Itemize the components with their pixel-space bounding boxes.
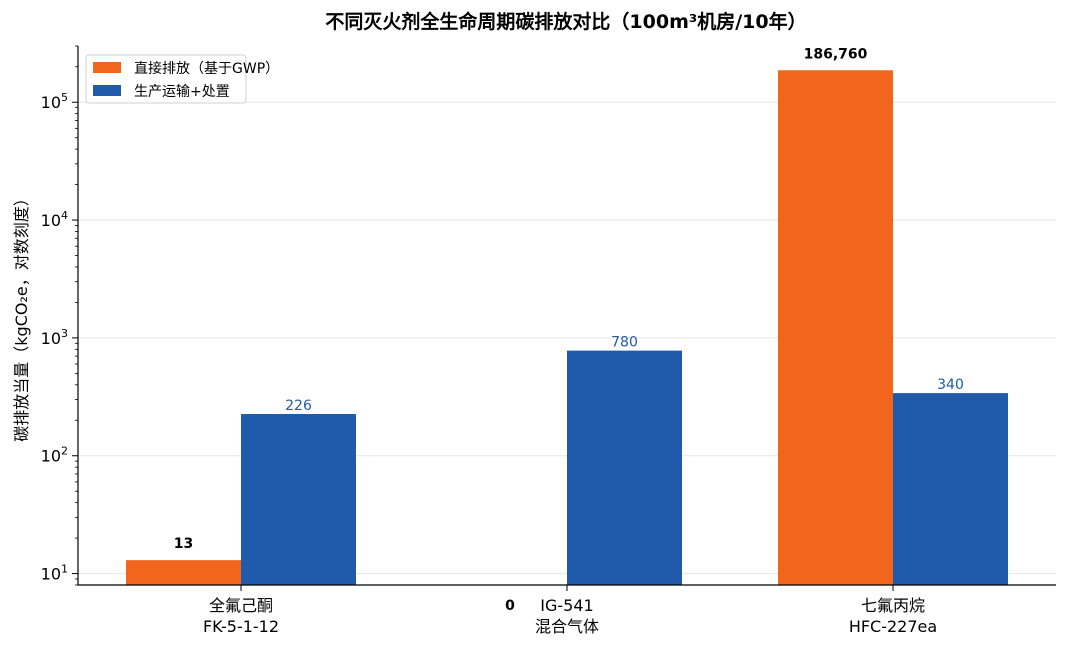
x-tick-label: 全氟己酮	[209, 596, 273, 615]
data-label: 13	[174, 536, 193, 552]
x-tick-label: 七氟丙烷	[861, 596, 925, 615]
y-tick-base: 10	[41, 329, 61, 348]
data-label: 780	[611, 335, 638, 351]
legend-label: 生产运输+处置	[134, 84, 230, 100]
y-tick-base: 10	[41, 565, 61, 584]
legend-swatch	[93, 85, 121, 96]
x-tick-label: HFC-227ea	[849, 617, 937, 636]
chart-title: 不同灭火剂全生命周期碳排放对比（100m³机房/10年）	[325, 10, 806, 33]
data-labels: 13 0 186,760 226 780 340	[174, 46, 964, 614]
y-tick-label: 102	[41, 445, 68, 466]
y-tick-exponent: 3	[61, 327, 68, 340]
x-tick-label: FK-5-1-12	[203, 617, 279, 636]
y-tick-label: 103	[41, 327, 68, 348]
data-label: 186,760	[804, 46, 868, 62]
legend: 直接排放（基于GWP） 生产运输+处置	[85, 54, 279, 104]
y-tick-label: 105	[41, 91, 68, 112]
legend-swatch	[93, 62, 121, 73]
y-tick-label: 101	[41, 563, 68, 584]
data-label: 340	[937, 377, 964, 393]
data-label: 0	[505, 598, 515, 614]
bar	[893, 393, 1008, 585]
y-tick-exponent: 4	[61, 209, 68, 222]
bars	[126, 70, 1008, 585]
axes: 101102103104105全氟己酮FK-5-1-12IG-541混合气体七氟…	[41, 45, 1056, 636]
bar	[241, 414, 356, 585]
y-tick-label: 104	[41, 209, 68, 230]
y-tick-exponent: 5	[61, 91, 68, 104]
y-tick-base: 10	[41, 93, 61, 112]
x-tick-label: 混合气体	[535, 617, 599, 636]
bar	[567, 350, 682, 585]
data-label: 226	[285, 398, 312, 414]
y-tick-base: 10	[41, 211, 61, 230]
bar	[126, 560, 241, 585]
y-tick-exponent: 1	[61, 563, 68, 576]
legend-box	[85, 54, 247, 104]
bar	[778, 70, 893, 585]
y-tick-exponent: 2	[61, 445, 68, 458]
y-axis-label: 碳排放当量（kgCO₂e，对数刻度）	[12, 190, 31, 441]
x-tick-label: IG-541	[540, 596, 593, 615]
legend-label: 直接排放（基于GWP）	[134, 60, 279, 77]
y-tick-base: 10	[41, 447, 61, 466]
